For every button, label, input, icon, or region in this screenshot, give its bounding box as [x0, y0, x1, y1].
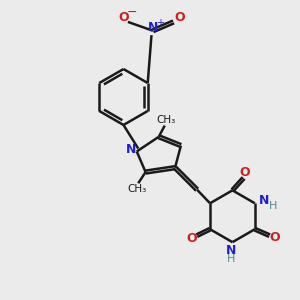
Text: CH₃: CH₃ [157, 115, 176, 125]
Text: H: H [269, 201, 277, 211]
Text: −: − [127, 6, 138, 19]
Text: N: N [259, 194, 269, 207]
Text: +: + [156, 17, 164, 28]
Text: N: N [226, 244, 236, 257]
Text: N: N [126, 143, 136, 157]
Text: O: O [174, 11, 185, 24]
Text: O: O [240, 166, 250, 179]
Text: O: O [270, 231, 280, 244]
Text: CH₃: CH₃ [127, 184, 146, 194]
Text: H: H [227, 254, 235, 264]
Text: O: O [118, 11, 129, 24]
Text: N: N [148, 21, 158, 34]
Text: O: O [186, 232, 197, 244]
